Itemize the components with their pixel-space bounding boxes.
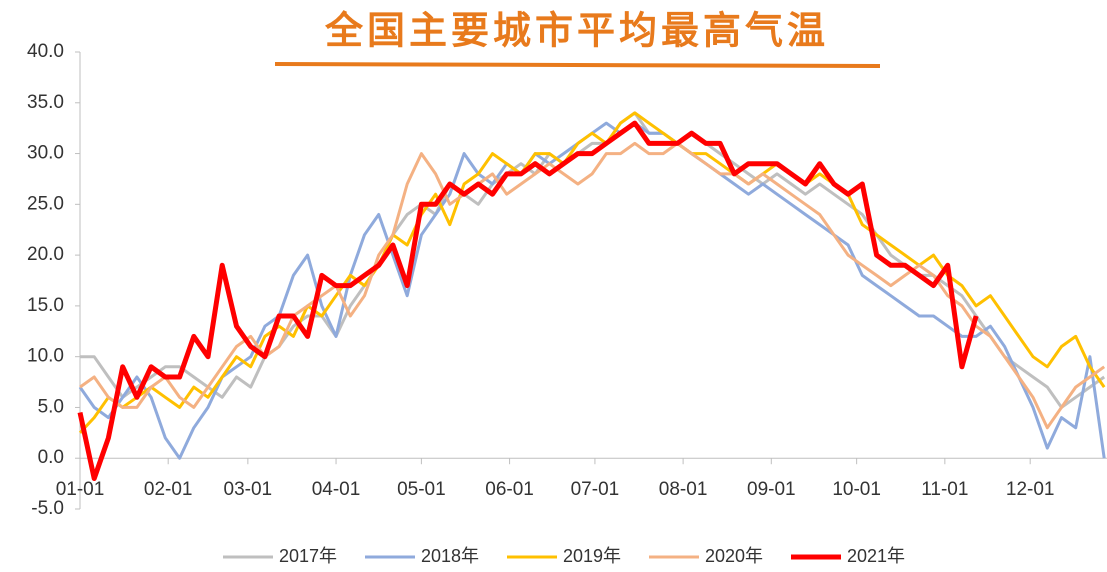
series-line	[79, 141, 1106, 430]
y-tick-label: 10.0	[27, 346, 64, 367]
y-tick-label: 25.0	[27, 193, 64, 214]
chart-title: 全国主要城市平均最高气温	[324, 8, 829, 53]
x-tick-label: 08-01	[659, 479, 708, 500]
y-tick-label: 35.0	[27, 92, 64, 113]
title-underline	[274, 62, 881, 68]
legend-text: 2021年	[847, 546, 905, 566]
x-tick-label: 05-01	[397, 479, 446, 500]
legend-text: 2019年	[563, 546, 621, 566]
x-tick-label: 07-01	[571, 479, 620, 500]
y-tick-label: 30.0	[27, 143, 64, 164]
y-tick-label: 5.0	[38, 396, 64, 417]
x-tick-label: 10-01	[832, 479, 881, 500]
y-tick-label: 0.0	[38, 447, 64, 468]
x-tick-label: 11-01	[921, 479, 968, 500]
y-tick-label: 15.0	[27, 295, 64, 316]
legend-text: 2017年	[279, 546, 337, 566]
series-line	[77, 120, 979, 481]
x-tick-label: 01-01	[56, 479, 105, 500]
x-tick-label: 06-01	[485, 479, 534, 500]
y-tick-label: 40.0	[27, 41, 64, 62]
x-tick-label: 09-01	[747, 479, 796, 500]
legend-text: 2018年	[421, 546, 479, 566]
x-tick-label: 02-01	[144, 479, 193, 500]
legend-text: 2020年	[705, 546, 763, 566]
x-tick-label: 04-01	[312, 479, 361, 500]
y-tick-label: -5.0	[31, 498, 64, 519]
x-tick-label: 03-01	[224, 479, 273, 500]
y-tick-label: 20.0	[27, 244, 64, 265]
series-line	[78, 111, 1106, 434]
x-tick-label: 12-01	[1006, 479, 1055, 500]
